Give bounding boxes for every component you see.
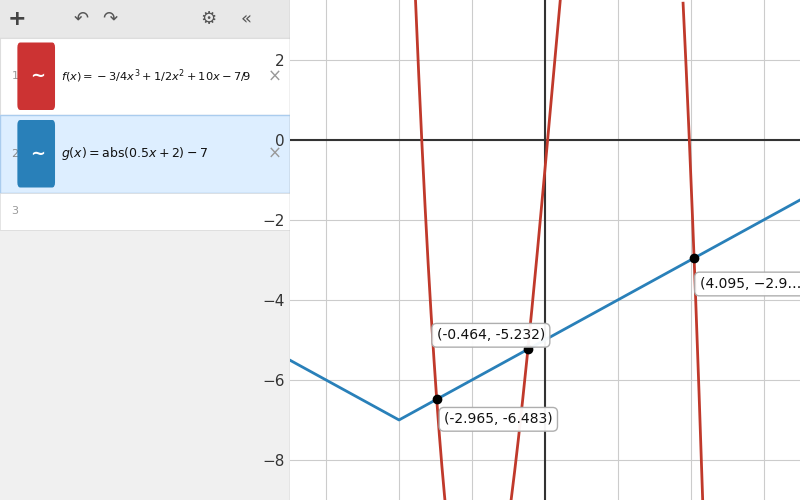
- Text: ∼: ∼: [30, 67, 46, 85]
- Text: «: «: [241, 10, 252, 28]
- Text: 1: 1: [11, 71, 18, 81]
- FancyBboxPatch shape: [18, 42, 55, 110]
- Text: 2: 2: [11, 149, 18, 159]
- Text: ×: ×: [268, 67, 282, 85]
- Text: $g(x)=\mathrm{abs}(0.5x+2)-7$: $g(x)=\mathrm{abs}(0.5x+2)-7$: [61, 145, 208, 162]
- FancyBboxPatch shape: [0, 0, 290, 38]
- Text: ⚙: ⚙: [201, 10, 217, 28]
- Text: (-0.464, -5.232): (-0.464, -5.232): [437, 328, 545, 342]
- Text: ↶: ↶: [74, 10, 89, 28]
- FancyBboxPatch shape: [18, 120, 55, 188]
- Text: (4.095, −2.9…): (4.095, −2.9…): [699, 277, 800, 291]
- Text: ×: ×: [268, 145, 282, 163]
- FancyBboxPatch shape: [0, 38, 290, 115]
- Text: +: +: [8, 8, 26, 28]
- Text: ↷: ↷: [102, 10, 118, 28]
- Text: (-2.965, -6.483): (-2.965, -6.483): [444, 412, 553, 426]
- FancyBboxPatch shape: [0, 192, 290, 230]
- Text: ∼: ∼: [30, 145, 46, 163]
- FancyBboxPatch shape: [0, 115, 290, 192]
- Text: 3: 3: [11, 206, 18, 216]
- Text: $f(x)=-3/4x^3+1/2x^2+10x-7/9$: $f(x)=-3/4x^3+1/2x^2+10x-7/9$: [61, 68, 251, 85]
